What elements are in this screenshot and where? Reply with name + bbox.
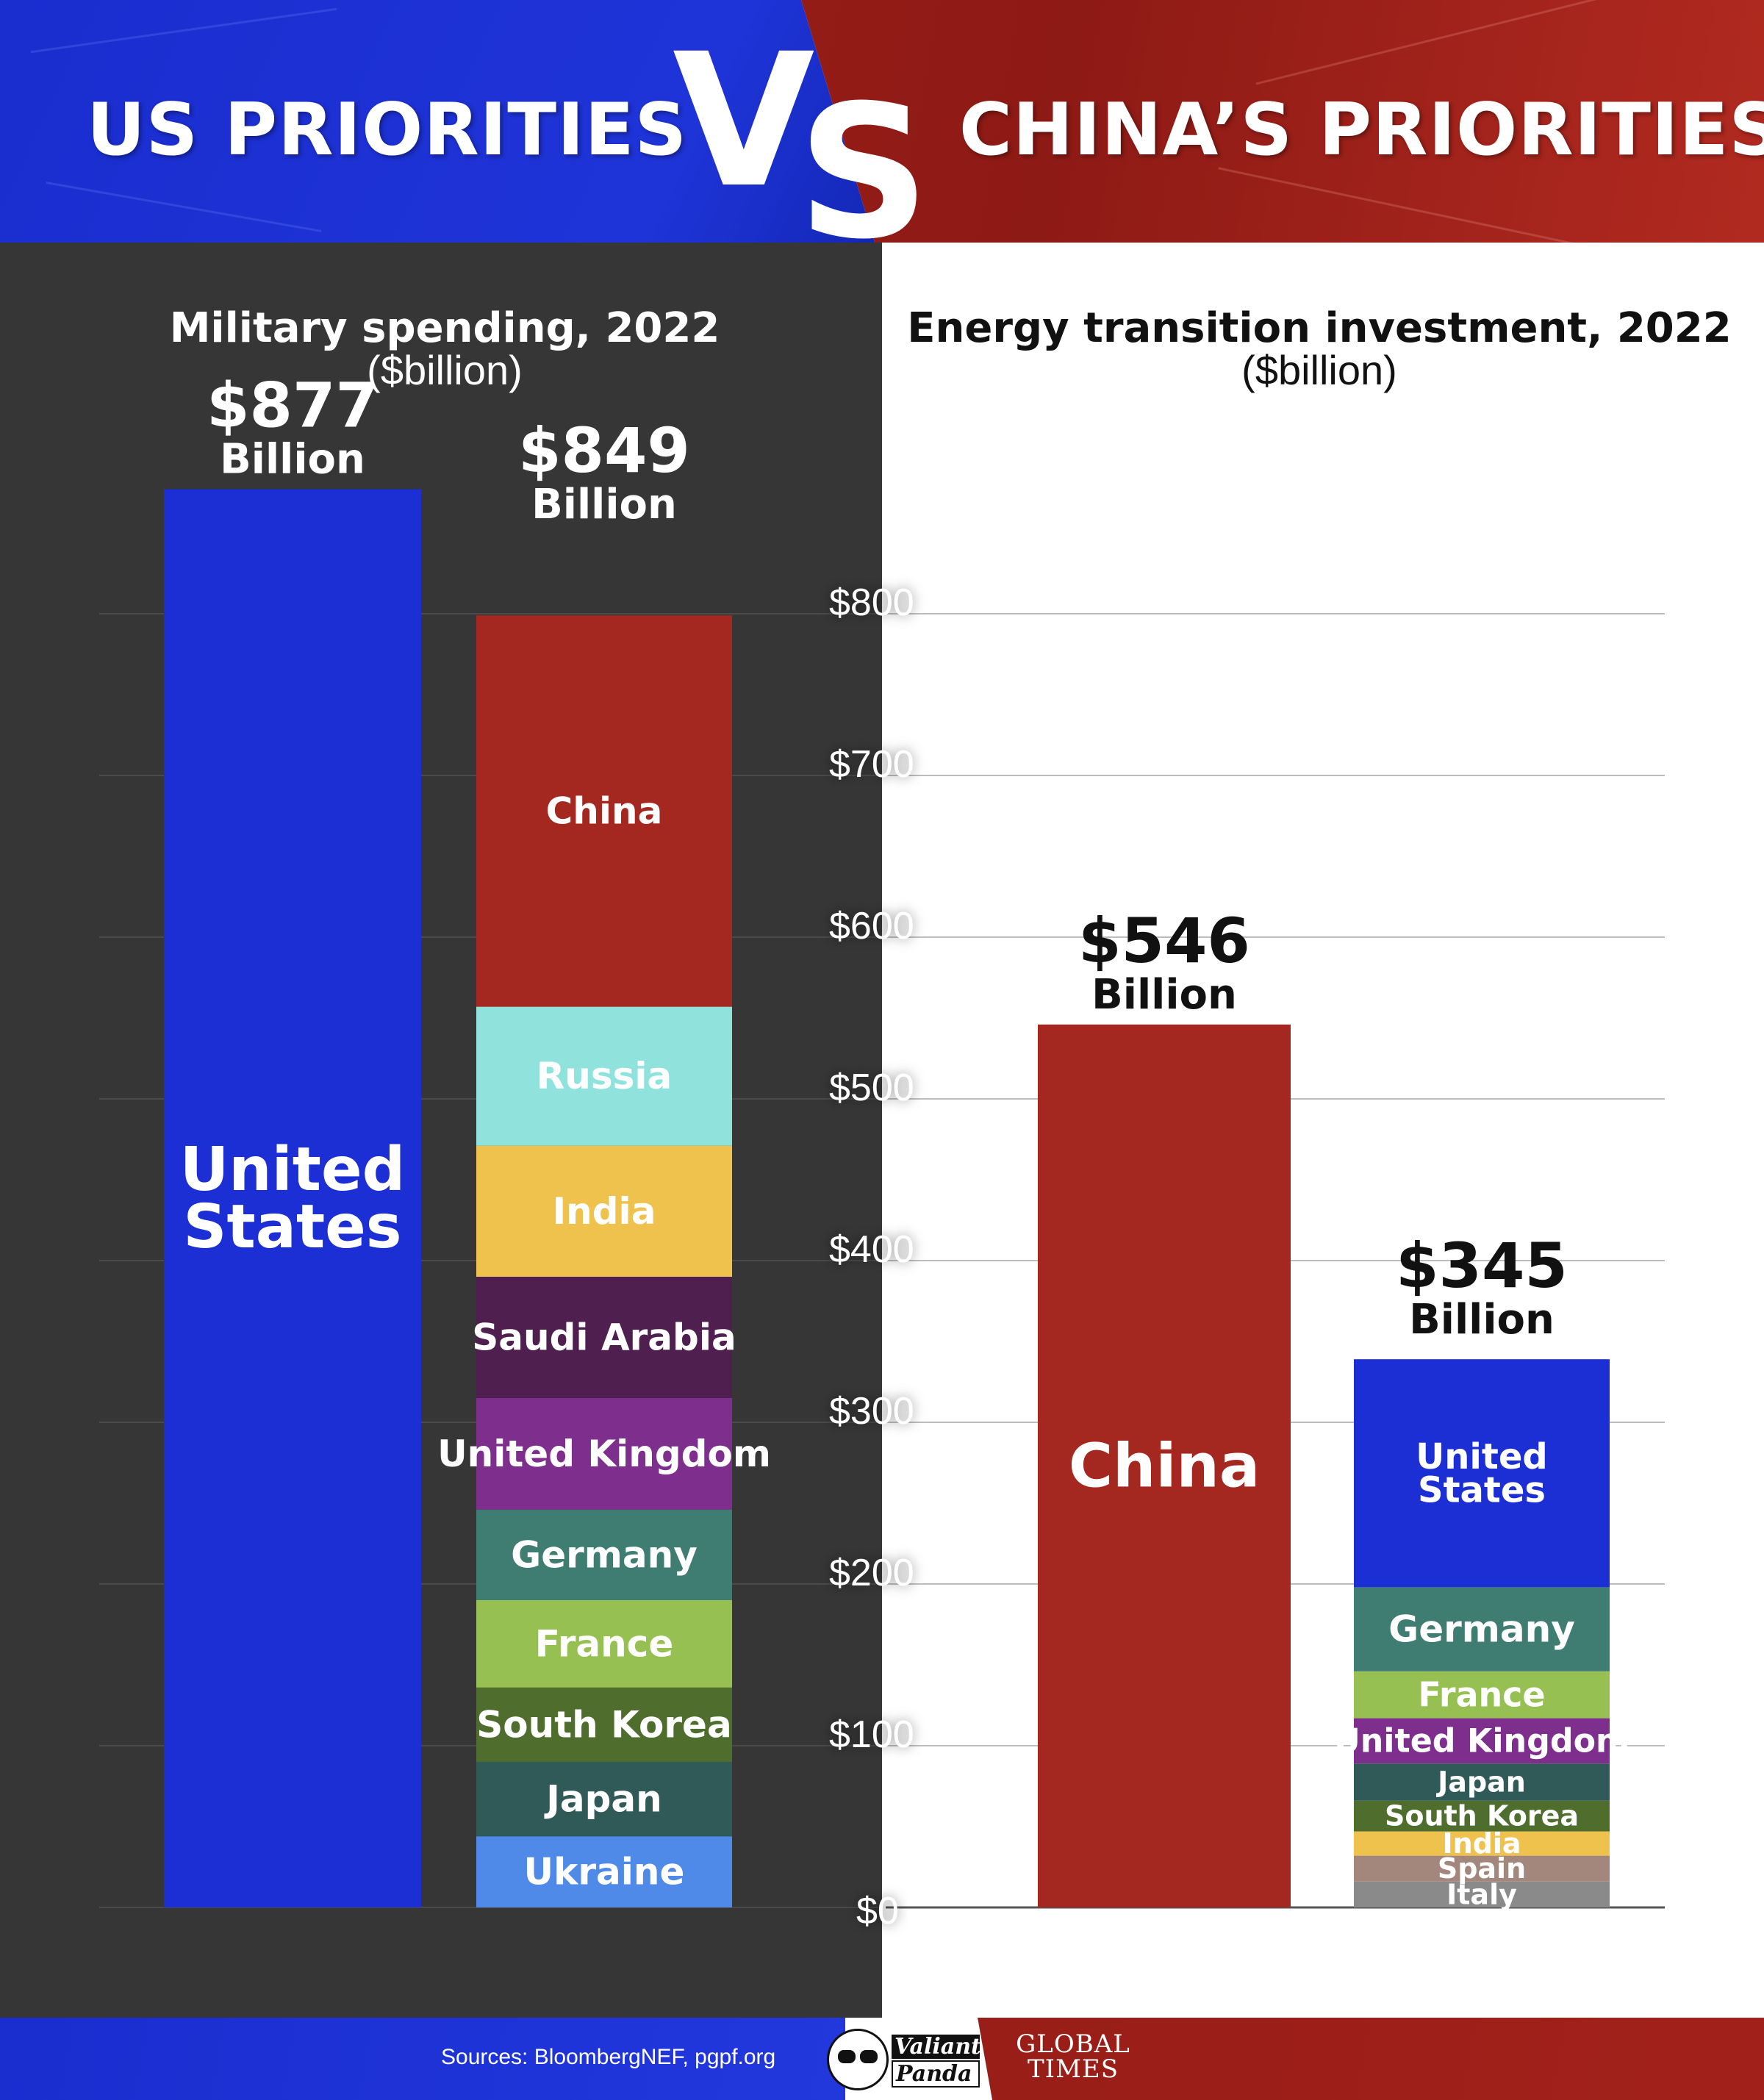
bar-segment-south-korea: [1354, 1800, 1610, 1832]
segment-label-china: China: [1069, 1431, 1260, 1501]
y-tick-label: $700: [829, 743, 914, 786]
energy-chart-subtitle: ($billion): [1241, 347, 1397, 393]
bar-segment-united-kingdom: [476, 1398, 732, 1510]
bar-total-unit: Billion: [531, 481, 677, 528]
bar-segment-saudi-arabia: [476, 1277, 732, 1398]
y-tick-label: $400: [829, 1228, 914, 1271]
bar-segment-ukraine: [476, 1836, 732, 1907]
bar-segment-russia: [476, 1006, 732, 1146]
segment-label-italy: Italy: [1446, 1878, 1517, 1910]
bar-total-value: $877: [207, 370, 379, 442]
logo-line-valiant: Valiant: [892, 2035, 981, 2059]
segment-label-china: China: [546, 789, 663, 832]
military-bars: [164, 489, 732, 1907]
bar-segment-china: [1038, 1024, 1291, 1907]
segment-label-ukraine: Ukraine: [524, 1851, 685, 1893]
header-banner: US PRIORITIES V S CHINA’S PRIORITIES: [0, 0, 1764, 243]
logo-line-panda: Panda: [892, 2060, 980, 2088]
bar-segment-united-kingdom: [1354, 1718, 1610, 1764]
valiant-panda-logo: Valiant Panda: [827, 2029, 981, 2095]
segment-label-russia: Russia: [537, 1055, 673, 1097]
bar-total-unit: Billion: [220, 436, 365, 484]
segment-label-spain: Spain: [1438, 1852, 1526, 1885]
y-tick-label: $0: [856, 1890, 899, 1932]
global-times-logo: GLOBAL TIMES: [1014, 2032, 1132, 2082]
military-chart-title: Military spending, 2022: [169, 304, 720, 352]
segment-label-india: India: [553, 1190, 656, 1233]
segment-label-south-korea: South Korea: [476, 1703, 731, 1746]
bar-segment-france: [476, 1600, 732, 1688]
bar-segment-germany: [1354, 1587, 1610, 1671]
bar-segment-italy: [1354, 1881, 1610, 1907]
header-blue-half: [0, 0, 875, 243]
bar-segment-india: [476, 1145, 732, 1277]
bar-total-value: $849: [518, 415, 690, 487]
energy-bars: [1038, 1024, 1610, 1907]
bar-segment-germany: [476, 1509, 732, 1600]
bar-segment-united-states: [1354, 1359, 1610, 1588]
bar-total-value: $345: [1396, 1230, 1568, 1302]
valiant-panda-wordmark: Valiant Panda: [892, 2035, 981, 2089]
segment-label-germany: Germany: [511, 1533, 698, 1576]
bar-segment-south-korea: [476, 1687, 732, 1762]
chart-labels: $0 $100 $200 $300 $400 $500 $600 $700 $800 United…: [180, 370, 1630, 1932]
energy-panel: [882, 243, 1764, 2018]
bar-segment-france: [1354, 1671, 1610, 1719]
bar-total-value: $546: [1078, 905, 1250, 977]
y-tick-label: $100: [829, 1713, 914, 1756]
segment-label-united-states: United States: [1416, 1436, 1547, 1511]
military-panel: [0, 243, 882, 2018]
segment-label-united-states: United States: [180, 1135, 406, 1262]
header-red-half: [801, 0, 1764, 243]
military-chart-subtitle: ($billion): [367, 347, 523, 393]
y-tick-label: $600: [829, 905, 914, 947]
china-priorities-title: CHINA’S PRIORITIES: [959, 88, 1764, 172]
segment-label-saudi-arabia: Saudi Arabia: [472, 1316, 736, 1359]
segment-label-united-kingdom: United Kingdom: [437, 1433, 771, 1475]
panda-face-icon: [827, 2029, 889, 2090]
sources-note: Sources: BloombergNEF, pgpf.org: [441, 2045, 776, 2069]
logo-line-global: GLOBAL: [1016, 2029, 1130, 2059]
bar-segment-japan: [476, 1762, 732, 1837]
bar-total-unit: Billion: [1409, 1296, 1555, 1344]
segment-label-japan: Japan: [544, 1778, 662, 1821]
segment-label-germany: Germany: [1388, 1608, 1575, 1651]
y-tick-label: $300: [829, 1390, 914, 1433]
bar-segment-india: [1354, 1831, 1610, 1856]
segment-label-united-kingdom: United Kingdom: [1334, 1722, 1630, 1760]
bar-segment-united-states: [164, 489, 421, 1907]
vs-letter-v: V: [673, 14, 815, 228]
segment-label-japan: Japan: [1435, 1766, 1526, 1798]
bar-segment-spain: [1354, 1855, 1610, 1882]
bar-segment-china: [476, 615, 732, 1007]
vs-letter-s: S: [797, 65, 931, 243]
segment-label-india: India: [1442, 1827, 1521, 1860]
bar-segment-japan: [1354, 1763, 1610, 1801]
segment-label-south-korea: South Korea: [1385, 1800, 1579, 1832]
bar-total-unit: Billion: [1091, 971, 1237, 1019]
segment-label-france: France: [1418, 1674, 1545, 1714]
logo-line-times: TIMES: [1027, 2054, 1119, 2084]
y-tick-label: $800: [829, 581, 914, 624]
energy-chart-title: Energy transition investment, 2022: [907, 304, 1732, 352]
footer-red-half: [978, 2018, 1764, 2100]
y-tick-label: $200: [829, 1552, 914, 1594]
segment-label-france: France: [535, 1622, 674, 1665]
us-priorities-title: US PRIORITIES: [87, 88, 688, 172]
y-tick-label: $500: [829, 1067, 914, 1109]
